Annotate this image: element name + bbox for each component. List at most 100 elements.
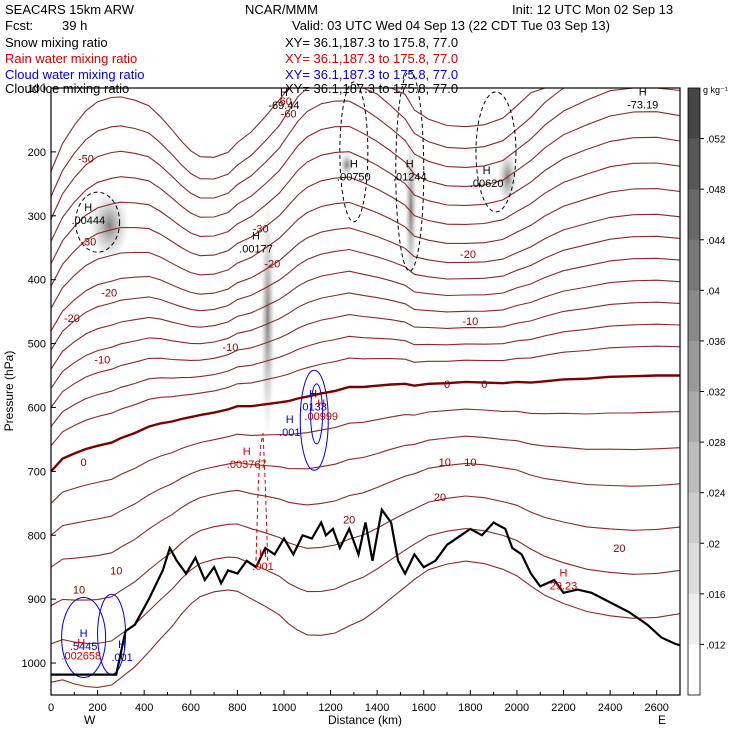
colorbar-swatch (688, 290, 700, 342)
colorbar: .052 .048 .044 .04 .036 .032 .028 .024 .02 .016 .0… (687, 87, 726, 696)
isotherm-label: -30 (253, 224, 269, 236)
ice-contour (395, 70, 425, 272)
maximum-marker: H (118, 639, 126, 651)
x-tick-label: 1000 (272, 702, 296, 714)
maximum-marker: H (252, 231, 260, 243)
maximum-value: -73.19 (627, 99, 658, 111)
isotherm-label: 0 (81, 457, 87, 469)
y-tick-label: 200 (28, 147, 46, 159)
field-snow-name: Snow mixing ratio (5, 35, 108, 50)
maximum-value: .00177 (239, 244, 273, 256)
terrain-line (51, 506, 681, 676)
x-tick-label: 200 (88, 702, 106, 714)
x-tick-label: 0 (48, 702, 54, 714)
isotherm-label: -60 (281, 109, 297, 121)
model-title: SEAC4RS 15km ARW (5, 2, 135, 17)
maximum-marker: H (286, 414, 294, 426)
x-tick-label: 2200 (551, 702, 575, 714)
ice-contour (475, 91, 517, 213)
colorbar-tick-label: .052 (706, 135, 726, 146)
colorbar-tick-label: .044 (706, 236, 726, 247)
isotherm-label: 0 (444, 379, 450, 391)
isotherm-label: -10 (462, 316, 478, 328)
maximum-marker: H (317, 398, 325, 410)
maximum-marker: H (406, 158, 414, 170)
isotherm-line (50, 560, 681, 688)
colorbar-swatch (688, 340, 700, 392)
isotherm-label: -30 (80, 236, 96, 248)
isotherm-label: 10 (73, 585, 85, 597)
zero-isotherm-line (50, 374, 680, 473)
isotherm-label: 10 (110, 565, 122, 577)
colorbar-swatch (688, 239, 700, 291)
colorbar-tick-label: .02 (706, 539, 720, 550)
x-tick-label: 2000 (505, 702, 529, 714)
field-snow-xy: XY= 36.1,187.3 to 175.8, 77.0 (285, 35, 459, 50)
x-tick-label: 1600 (411, 702, 435, 714)
org-label: NCAR/MMM (245, 2, 318, 17)
isotherm-label: -20 (460, 249, 476, 261)
maximum-marker: H (560, 567, 568, 579)
colorbar-tick-label: .016 (706, 590, 726, 601)
snow-shading (404, 129, 417, 290)
isotherm-line (50, 213, 681, 332)
isotherm-label: 20 (343, 514, 355, 526)
field-rain-name: Rain water mixing ratio (5, 51, 138, 66)
colorbar-swatch (688, 442, 700, 494)
x-tick-label: 400 (135, 702, 153, 714)
isotherm-label: 0 (481, 379, 487, 391)
axes: 0 200 400 600 800 1000 1200 1400 1600 1800 2000 220… (22, 83, 669, 714)
maximum-value: .002658 (61, 651, 101, 663)
isotherm-lines (50, 87, 681, 688)
maximum-value: .00444 (71, 215, 105, 227)
isotherm-label: 20 (434, 492, 446, 504)
valid-time: Valid: 03 UTC Wed 04 Sep 13 (22 CDT Tue … (292, 18, 610, 33)
maximum-value: -69.44 (268, 100, 299, 112)
x-axis-label: Distance (km) (328, 713, 402, 727)
plot-frame (50, 87, 681, 696)
colorbar-swatch (688, 138, 700, 190)
colorbar-tick-label: .028 (706, 438, 726, 449)
maximum-marker: H (280, 87, 288, 99)
colorbar-tick-label: .032 (706, 388, 726, 399)
isotherm-label: -20 (264, 259, 280, 271)
isotherm-label: 10 (439, 457, 451, 469)
colorbar-swatch (688, 189, 700, 241)
maximum-value: .003767 (227, 459, 267, 471)
y-axis-label: Pressure (hPa) (2, 351, 16, 432)
maximum-value: .00750 (337, 171, 371, 183)
y-tick-label: 300 (28, 211, 46, 223)
isotherm-line (50, 408, 681, 504)
colorbar-swatch (688, 644, 700, 696)
cloud-water-contour (61, 596, 107, 678)
y-tick-label: 1000 (22, 658, 46, 670)
isotherm-line (50, 235, 681, 351)
isotherm-line (50, 301, 681, 408)
x-tick-label: 2400 (598, 702, 622, 714)
isotherm-label: -10 (222, 342, 238, 354)
maximum-marker: H (639, 86, 647, 98)
maximum-marker: H (259, 548, 267, 560)
fcst-label: Fcst: (5, 18, 34, 33)
x-tick-label: 1800 (458, 702, 482, 714)
cloud-water-contour (299, 369, 329, 471)
maximum-marker: H (80, 628, 88, 640)
colorbar-tick-label: .012 (706, 640, 726, 651)
isotherm-line (50, 323, 681, 427)
west-label: W (84, 713, 96, 727)
maximum-value: .00620 (470, 178, 504, 190)
isotherm-line (50, 528, 681, 645)
maximum-marker: H (243, 446, 251, 458)
maximum-value: .5445 (70, 641, 98, 653)
colorbar-swatch (688, 391, 700, 443)
y-tick-label: 500 (28, 339, 46, 351)
isotherm-label: -20 (64, 313, 80, 325)
maximum-marker: H (309, 388, 317, 400)
snow-shading (339, 152, 354, 177)
colorbar-tick-label: .04 (706, 286, 720, 297)
maximum-value: .01244 (393, 171, 427, 183)
x-tick-label: 1200 (318, 702, 342, 714)
x-tick-label: 800 (228, 702, 246, 714)
maximum-value: .00999 (304, 411, 338, 423)
isotherm-line (50, 87, 681, 220)
